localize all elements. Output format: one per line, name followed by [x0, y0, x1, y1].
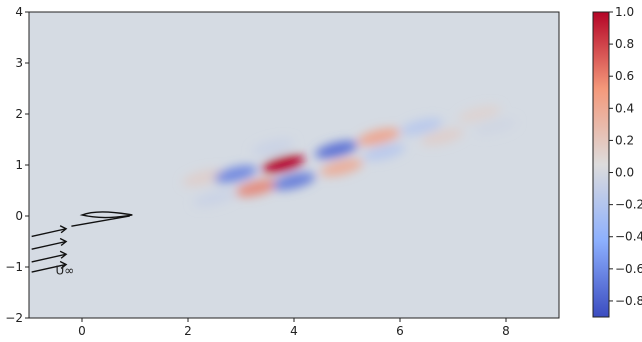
- inflow-arrow-head: [59, 237, 68, 247]
- negative-structure: [272, 172, 316, 190]
- negative-structure: [399, 118, 443, 136]
- airfoil-outline: [79, 211, 133, 219]
- negative-structure: [314, 141, 358, 159]
- positive-structure: [182, 169, 226, 187]
- colorbar: [592, 11, 610, 318]
- y-tick-label: 2: [15, 107, 23, 121]
- positive-structure: [320, 158, 364, 177]
- negative-structure: [473, 118, 517, 136]
- x-tick-label: 2: [184, 324, 192, 338]
- inflow-arrow: [31, 228, 67, 238]
- y-tick-label: −1: [5, 260, 23, 274]
- inflow-arrow-head: [59, 225, 68, 234]
- positive-structure: [357, 128, 401, 146]
- x-tick-label: 4: [290, 324, 298, 338]
- heatmap-structures: [182, 105, 517, 207]
- inflow-arrow-head: [59, 260, 68, 269]
- negative-structure: [251, 138, 295, 156]
- inflow-arrow: [31, 240, 67, 250]
- y-tick-label: 0: [15, 209, 23, 223]
- positive-structure: [261, 155, 305, 173]
- colorbar-tick-label: −0.8: [615, 294, 642, 308]
- y-axis: −2 −1 0 1 2 3 4: [5, 5, 29, 325]
- y-tick-label: 3: [15, 56, 23, 70]
- negative-structure: [214, 165, 258, 183]
- colorbar-tick-label: 0.6: [615, 69, 634, 83]
- airfoil-sketch: [31, 211, 133, 273]
- positive-structure: [235, 179, 279, 197]
- positive-structure: [420, 128, 464, 146]
- colorbar-tick-label: 0.2: [615, 133, 634, 147]
- airfoil-chord: [71, 215, 130, 227]
- y-tick-label: 1: [15, 158, 23, 172]
- y-tick-label: 4: [15, 5, 23, 19]
- colorbar-tick-label: 0.4: [615, 101, 634, 115]
- x-tick-label: 6: [396, 324, 404, 338]
- x-tick-label: 0: [78, 324, 86, 338]
- y-tick-label: −2: [5, 311, 23, 325]
- x-axis: 0 2 4 6 8: [78, 318, 510, 338]
- positive-structure: [458, 105, 501, 123]
- free-stream-label: U∞: [56, 264, 75, 278]
- inflow-arrow: [31, 263, 67, 273]
- colorbar-tick-label: 1.0: [615, 5, 634, 19]
- colorbar-ticks: 1.0 0.8 0.6 0.4 0.2 0.0 −0.2 −0.4 −0.6 −0.8: [609, 5, 642, 308]
- colorbar-tick-label: −0.6: [615, 262, 642, 276]
- inflow-arrow: [31, 253, 67, 263]
- negative-structure: [362, 143, 406, 161]
- x-tick-label: 8: [502, 324, 510, 338]
- colorbar-tick-label: 0.0: [615, 166, 634, 180]
- colorbar-tick-label: −0.2: [615, 198, 642, 212]
- colorbar-tick-label: −0.4: [615, 230, 642, 244]
- inflow-arrow-head: [59, 250, 68, 259]
- colorbar-tick-label: 0.8: [615, 37, 634, 51]
- negative-structure: [193, 189, 236, 207]
